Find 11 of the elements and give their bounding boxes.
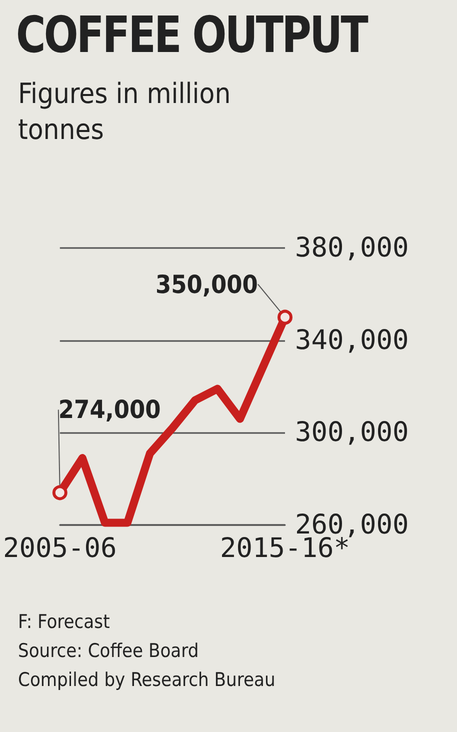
chart-subtitle: Figures in million tonnes <box>18 76 232 148</box>
data-label: 274,000 <box>58 395 161 424</box>
text: F: Forecast <box>18 610 111 635</box>
text: Compiled by Research Bureau <box>18 668 276 693</box>
source-note: Source: Coffee Board <box>18 639 200 664</box>
y-tick-label: 300,000 <box>295 417 409 448</box>
x-tick-label: 2005-06 <box>2 533 117 564</box>
y-tick-label: 380,000 <box>295 232 409 264</box>
data-label: 350,000 <box>156 270 258 299</box>
y-tick-label: 340,000 <box>295 324 409 356</box>
chart-title: COFFEE OUTPUT <box>16 6 367 64</box>
